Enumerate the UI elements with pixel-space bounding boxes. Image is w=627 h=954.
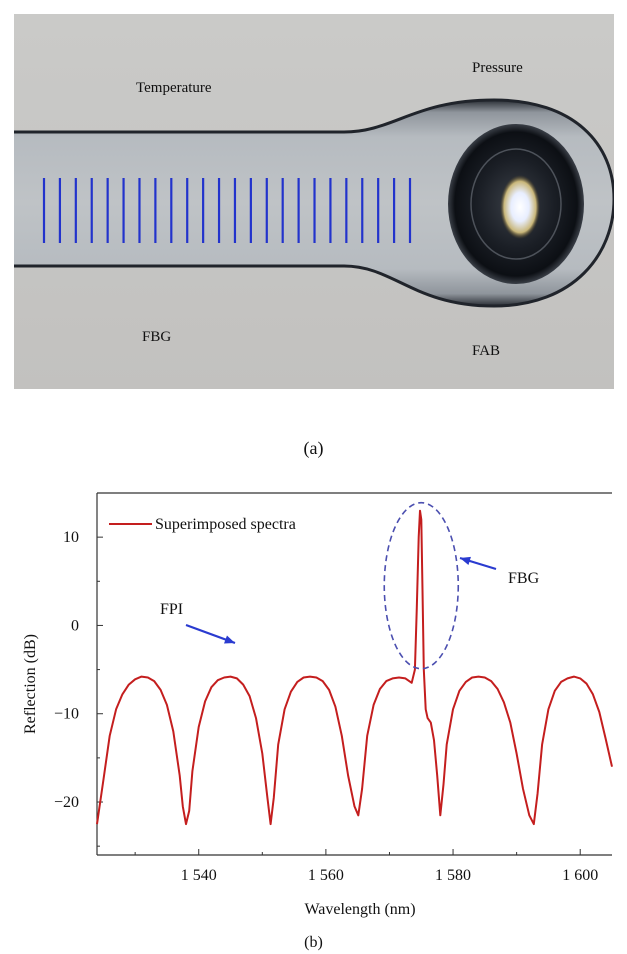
- y-axis-label: Reflection (dB): [22, 634, 39, 734]
- legend-label: Superimposed spectra: [155, 516, 296, 533]
- caption-a: (a): [303, 438, 324, 458]
- fbg-arrow: [459, 556, 497, 571]
- reflection-spectrum-chart: 1 540 1 560 1 580 1 600 10 0 −10 −20 Superimpos…: [22, 492, 613, 918]
- x-tick-label: 1 580: [435, 867, 471, 884]
- x-axis-label: Wavelength (nm): [304, 901, 415, 918]
- fbg-grating: [42, 178, 412, 243]
- x-tick-label: 1 600: [562, 867, 598, 884]
- series-line: [96, 509, 613, 826]
- annotation-fpi: FPI: [160, 601, 183, 618]
- label-fbg: FBG: [142, 329, 171, 345]
- fiber-microscope-image: Temperature Pressure FBG FAB: [14, 14, 614, 389]
- y-tick-label: −10: [54, 706, 79, 723]
- y-tick-label: 10: [63, 529, 79, 546]
- label-fab: FAB: [472, 343, 500, 359]
- plot-frame: [96, 492, 612, 856]
- fbg-highlight-ellipse: [383, 501, 460, 670]
- x-tick-label: 1 560: [308, 867, 344, 884]
- fpi-arrow: [185, 623, 236, 645]
- y-tick-label: 0: [71, 617, 79, 634]
- x-tick-label: 1 540: [181, 867, 217, 884]
- label-temperature: Temperature: [136, 80, 212, 96]
- label-pressure: Pressure: [472, 60, 523, 76]
- annotation-fbg: FBG: [508, 570, 540, 587]
- bubble-reflection: [500, 175, 540, 239]
- y-tick-label: −20: [54, 794, 79, 811]
- caption-b: (b): [304, 934, 323, 951]
